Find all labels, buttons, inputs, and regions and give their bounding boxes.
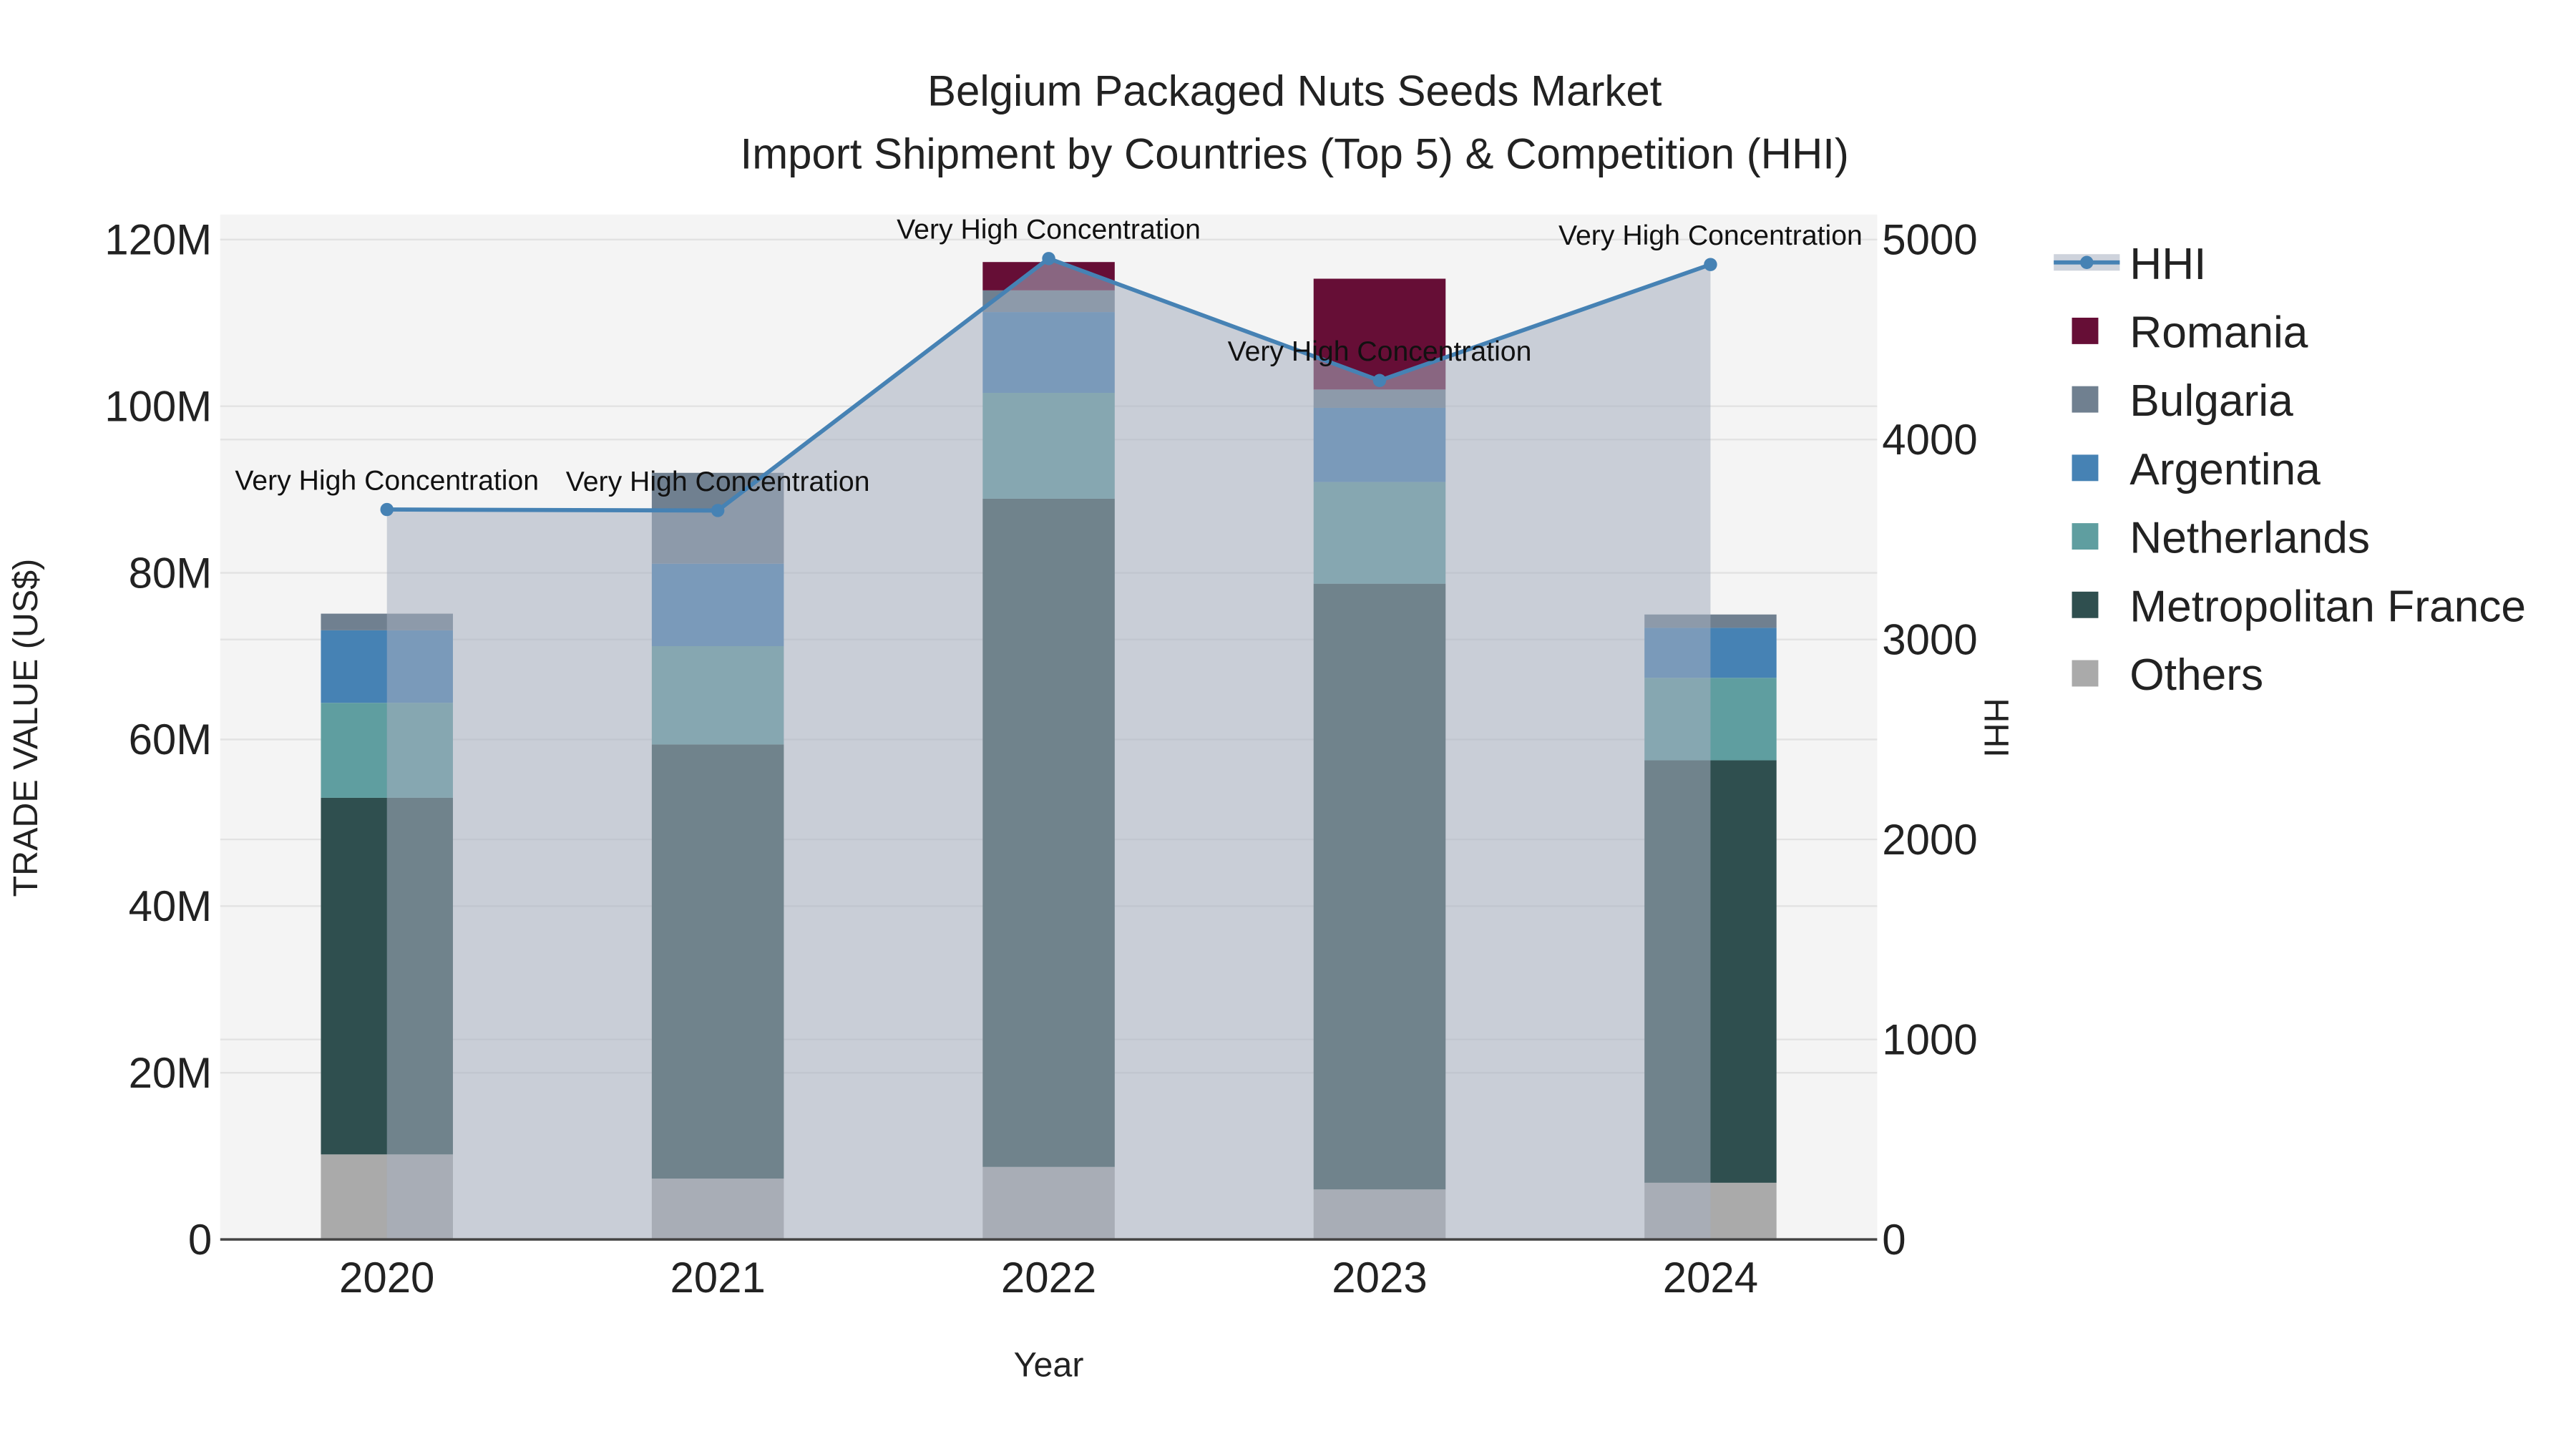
hhi-legend-marker-icon [2080, 255, 2094, 269]
y2-tick-label: 0 [1882, 1216, 1906, 1264]
y2-tick-label: 5000 [1882, 216, 1977, 264]
hhi-area [386, 258, 1711, 1240]
hhi-point[interactable] [380, 502, 394, 517]
hhi-annotation: Very High Concentration [1558, 220, 1863, 251]
hhi-annotation: Very High Concentration [1228, 336, 1532, 367]
legend-item-netherlands[interactable]: Netherlands [2072, 514, 2370, 563]
legend-swatch-icon [2072, 386, 2099, 413]
legend-swatch-icon [2072, 317, 2099, 344]
legend-label: Others [2129, 650, 2263, 700]
hhi-point[interactable] [1704, 258, 1717, 271]
hhi-point[interactable] [711, 504, 725, 517]
legend-item-bulgaria[interactable]: Bulgaria [2072, 376, 2294, 426]
x-axis-title: Year [1014, 1346, 1084, 1385]
hhi-annotation: Very High Concentration [235, 465, 539, 496]
legend-item-metropolitan-france[interactable]: Metropolitan France [2072, 582, 2526, 631]
legend-swatch-icon [2072, 591, 2099, 618]
legend-item-argentina[interactable]: Argentina [2072, 445, 2321, 494]
hhi-annotation: Very High Concentration [897, 215, 1201, 245]
legend-item-others[interactable]: Others [2072, 650, 2264, 700]
legend-label: Bulgaria [2129, 376, 2293, 426]
chart-title: Belgium Packaged Nuts Seeds Market [927, 67, 1662, 115]
y2-tick-label: 4000 [1882, 416, 1977, 464]
legend-label: Argentina [2129, 445, 2321, 494]
legend-swatch-icon [2072, 660, 2099, 687]
y-tick-label: 80M [129, 549, 213, 597]
x-tick-label: 2022 [1001, 1254, 1096, 1302]
y-tick-label: 20M [129, 1049, 213, 1097]
y-tick-label: 120M [104, 216, 212, 264]
legend-label: Netherlands [2129, 514, 2370, 563]
legend-label: HHI [2129, 240, 2206, 289]
x-tick-label: 2021 [670, 1254, 765, 1302]
y2-tick-label: 1000 [1882, 1015, 1977, 1063]
x-tick-label: 2024 [1663, 1254, 1758, 1302]
legend-swatch-icon [2072, 454, 2099, 482]
y-tick-label: 100M [104, 382, 212, 430]
chart-subtitle: Import Shipment by Countries (Top 5) & C… [741, 130, 1849, 177]
y-tick-label: 60M [129, 716, 213, 763]
hhi-annotation: Very High Concentration [566, 467, 870, 497]
legend-label: Metropolitan France [2129, 582, 2526, 631]
legend-label: Romania [2129, 308, 2308, 357]
y2-axis-title: HHI [1976, 698, 2015, 757]
y-tick-label: 40M [129, 882, 213, 930]
y-tick-label: 0 [188, 1216, 212, 1264]
legend-item-romania[interactable]: Romania [2072, 308, 2308, 357]
hhi-point[interactable] [1042, 252, 1055, 265]
y2-tick-label: 3000 [1882, 615, 1977, 663]
legend-swatch-icon [2072, 523, 2099, 550]
legend-item-hhi[interactable]: HHI [2054, 240, 2206, 289]
x-tick-label: 2023 [1332, 1254, 1427, 1302]
x-tick-label: 2020 [339, 1254, 434, 1302]
hhi-point[interactable] [1372, 374, 1387, 388]
y2-tick-label: 2000 [1882, 816, 1977, 864]
y-axis-title: TRADE VALUE (US$) [6, 559, 45, 897]
